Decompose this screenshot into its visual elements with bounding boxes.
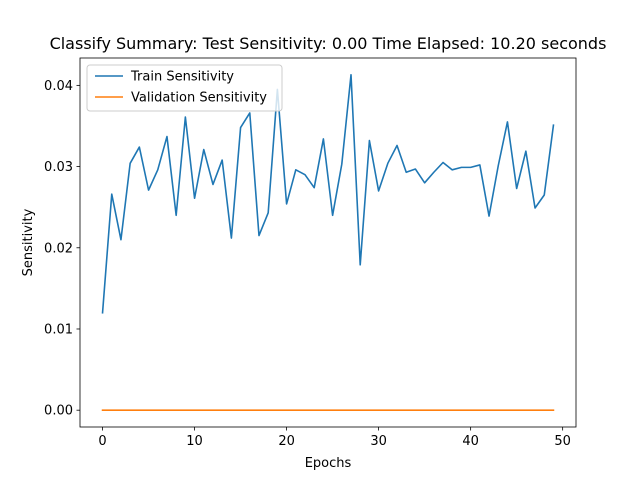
y-tick-label: 0.04 [44,79,73,94]
legend-label-train: Train Sensitivity [130,70,234,85]
axes-layer: 0 10 20 30 40 50 0.00 0.01 0.02 0.03 0.04 [44,79,571,449]
chart-title: Classify Summary: Test Sensitivity: 0.00… [50,34,607,53]
y-tick-label: 0.02 [44,241,73,256]
x-tick-label: 0 [98,434,106,449]
x-tick-label: 30 [370,434,387,449]
y-tick-label: 0.00 [44,404,73,419]
x-axis-label: Epochs [305,456,352,471]
x-tick-label: 50 [554,434,571,449]
train-sensitivity-line [101,74,555,314]
x-tick-label: 40 [462,434,479,449]
y-axis-label: Sensitivity [21,208,36,276]
x-tick-label: 10 [186,434,203,449]
y-tick-label: 0.03 [44,160,73,175]
x-tick-label: 20 [278,434,295,449]
y-tick-label: 0.01 [44,322,73,337]
plot-frame [79,57,577,428]
legend-label-validation: Validation Sensitivity [131,91,267,106]
legend-box [86,64,283,112]
legend: Train Sensitivity Validation Sensitivity [86,64,283,112]
series-layer [101,74,555,411]
plot-area [80,58,576,427]
